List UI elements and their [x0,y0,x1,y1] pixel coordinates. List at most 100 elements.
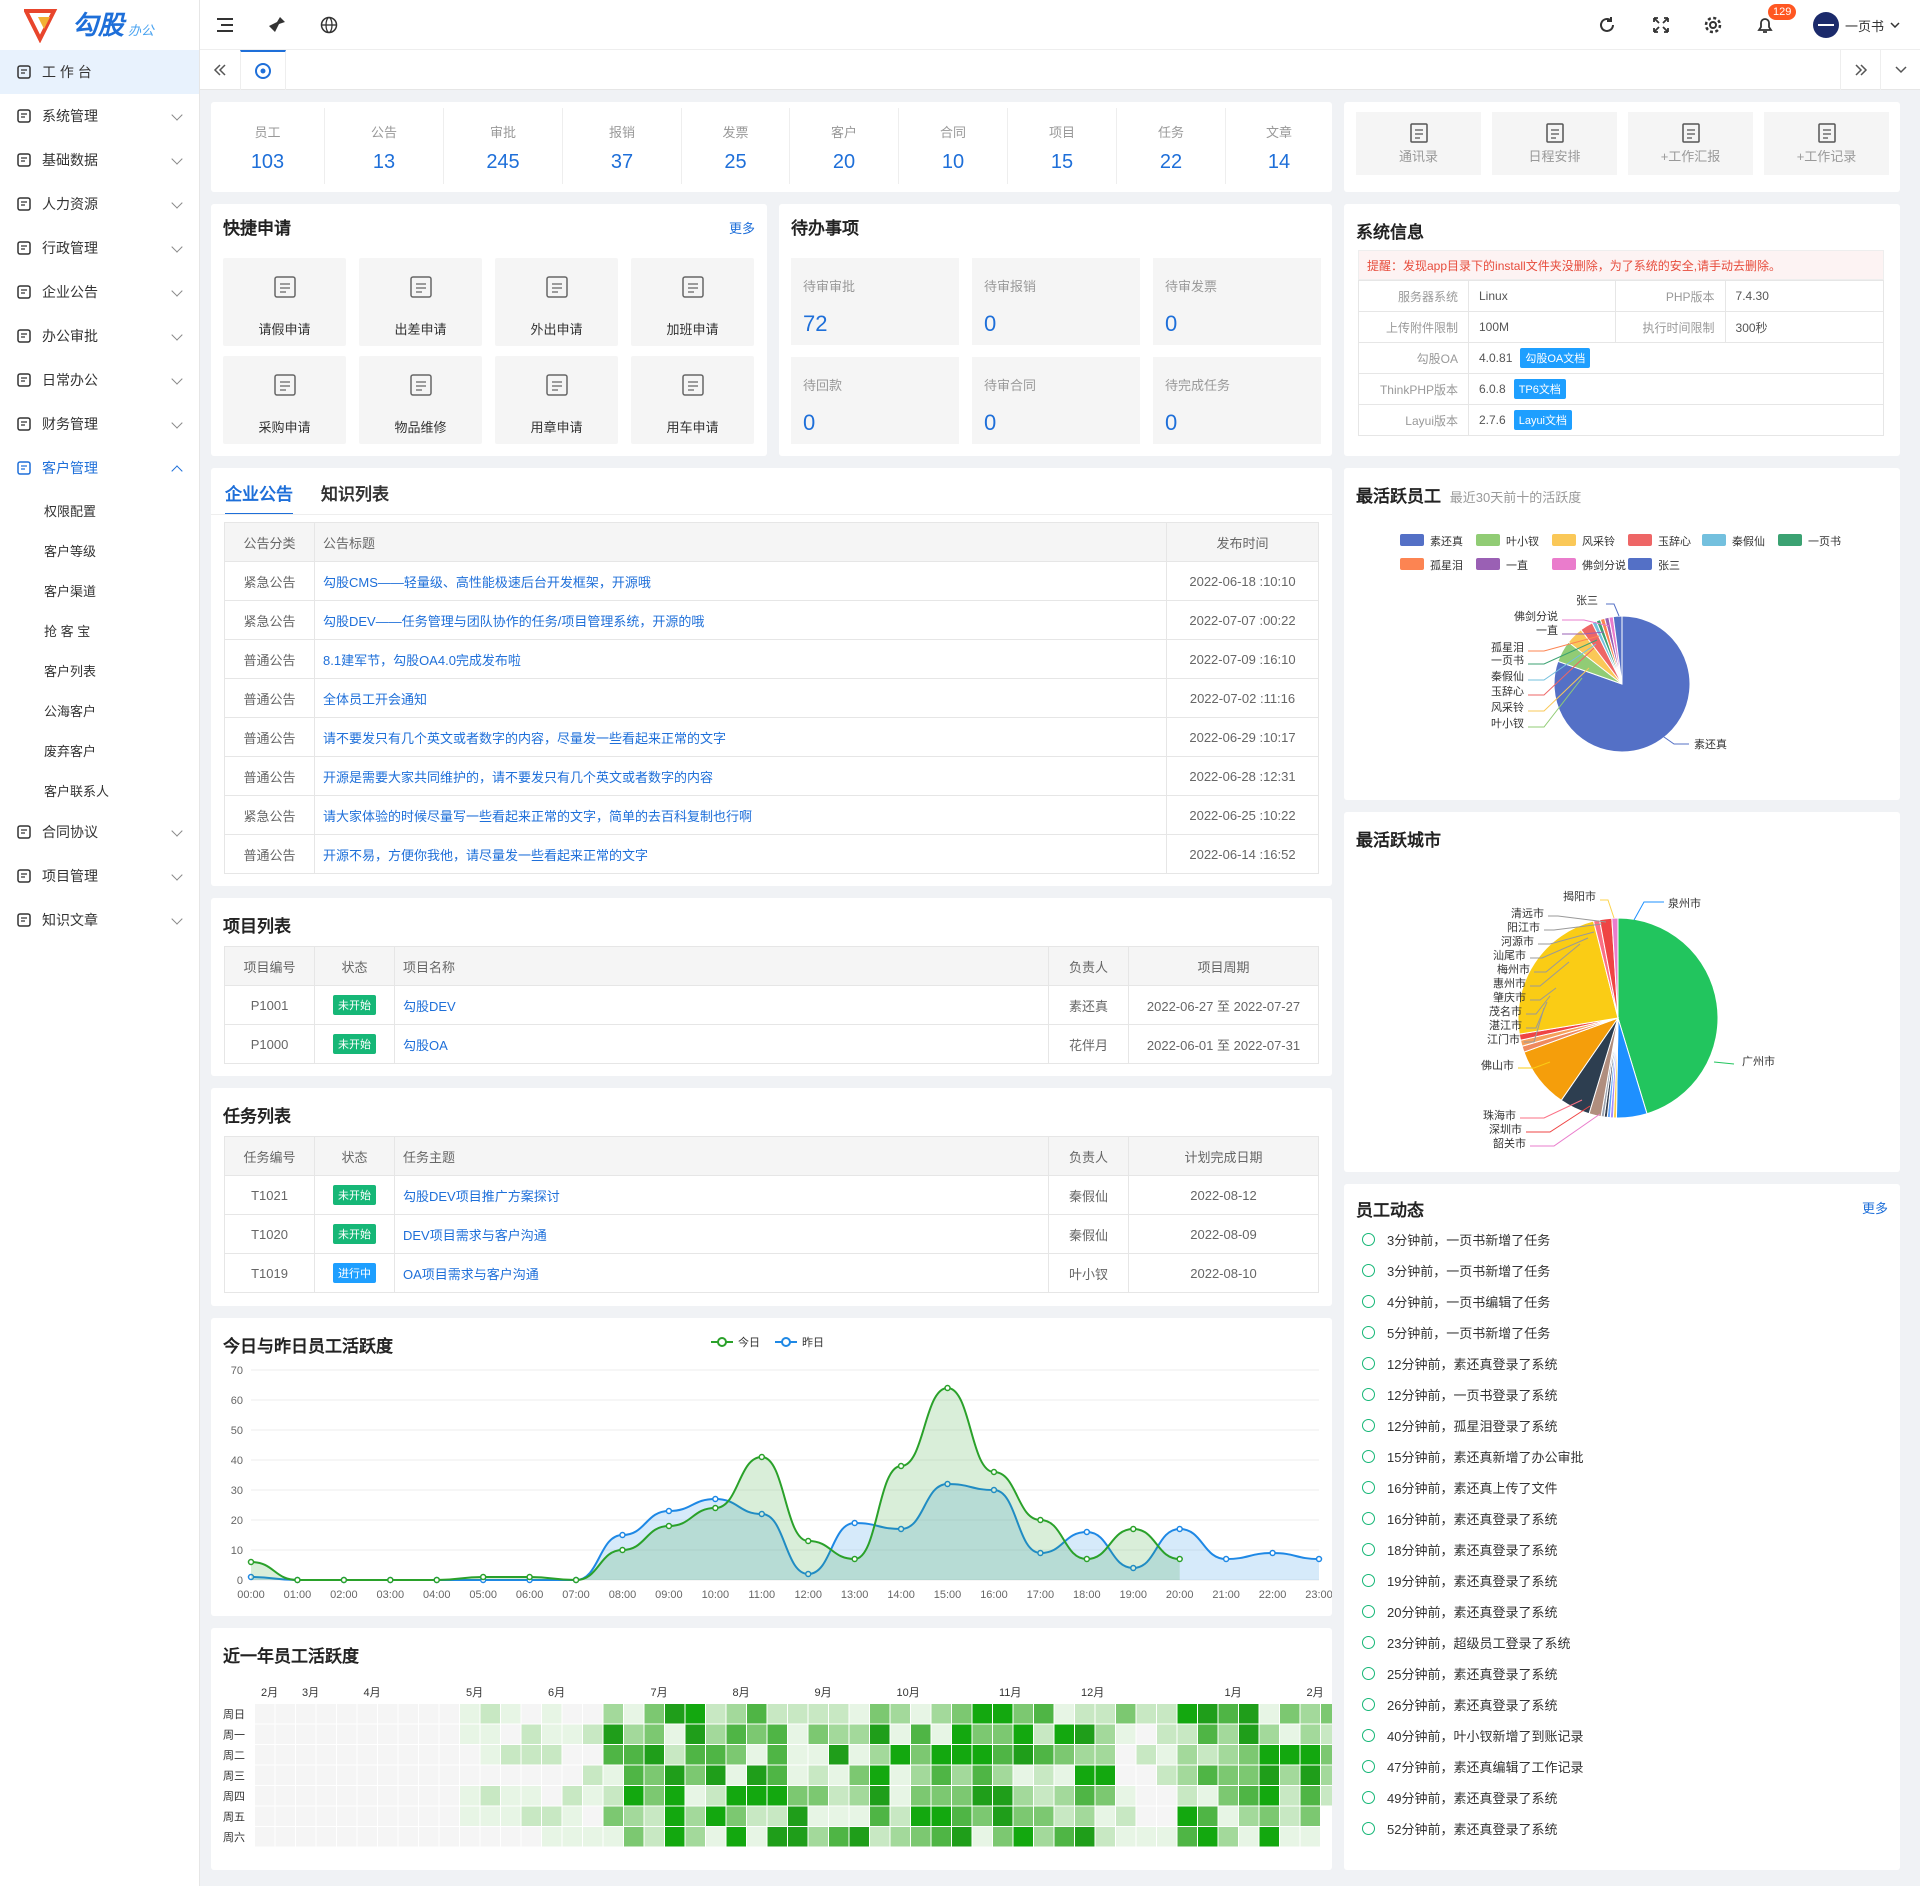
heatmap-cell[interactable] [993,1724,1013,1745]
heatmap-cell[interactable] [460,1765,480,1786]
heatmap-cell[interactable] [993,1806,1013,1827]
stat-6[interactable]: 合同 10 [899,108,1008,184]
series-point[interactable] [897,1462,905,1470]
heatmap-cell[interactable] [911,1765,931,1786]
series-point[interactable] [387,1576,394,1584]
heatmap-cell[interactable] [398,1806,419,1827]
heatmap-cell[interactable] [521,1827,542,1847]
heatmap-cell[interactable] [1280,1704,1300,1724]
legend-label[interactable]: 素还真 [1430,534,1463,548]
heatmap-cell[interactable] [644,1724,665,1745]
heatmap-cell[interactable] [357,1745,378,1765]
heatmap-cell[interactable] [1157,1827,1177,1847]
legend-swatch[interactable] [1702,534,1726,546]
heatmap-cell[interactable] [685,1827,706,1847]
heatmap-cell[interactable] [972,1724,993,1745]
doc-link-tag[interactable]: 勾股OA文档 [1520,348,1591,368]
heatmap-cell[interactable] [1239,1704,1259,1724]
heatmap-cell[interactable] [1280,1806,1300,1827]
heatmap-cell[interactable] [726,1806,747,1827]
tool-button-1[interactable]: 日程安排 [1492,112,1617,175]
heatmap-cell[interactable] [1095,1765,1116,1786]
heatmap-cell[interactable] [1177,1827,1198,1847]
heatmap-cell[interactable] [1259,1745,1280,1765]
heatmap-cell[interactable] [378,1765,398,1786]
heatmap-cell[interactable] [1034,1704,1054,1724]
heatmap-cell[interactable] [1259,1827,1280,1847]
heatmap-cell[interactable] [726,1745,747,1765]
quick-apply-0[interactable]: 请假申请 [223,258,346,346]
legend-swatch[interactable] [1400,558,1424,570]
heatmap-cell[interactable] [1280,1765,1300,1786]
heatmap-cell[interactable] [603,1724,624,1745]
sidebar-item-8[interactable]: 财务管理 [0,402,199,446]
heatmap-cell[interactable] [788,1745,808,1765]
legend-swatch[interactable] [1552,558,1576,570]
heatmap-cell[interactable] [583,1827,603,1847]
legend-label[interactable]: 风采铃 [1582,534,1615,548]
heatmap-cell[interactable] [1075,1806,1095,1827]
series-point[interactable] [1130,1564,1137,1572]
heatmap-cell[interactable] [931,1724,952,1745]
notice-title-link[interactable]: 全体员工开会通知 [314,678,1167,718]
heatmap-cell[interactable] [1034,1724,1054,1745]
heatmap-cell[interactable] [255,1827,275,1847]
heatmap-cell[interactable] [542,1786,562,1806]
sidebar-item-5[interactable]: 企业公告 [0,270,199,314]
heatmap-cell[interactable] [1218,1745,1239,1765]
heatmap-cell[interactable] [542,1827,562,1847]
heatmap-cell[interactable] [808,1806,829,1827]
heatmap-cell[interactable] [1136,1765,1157,1786]
heatmap-cell[interactable] [398,1765,419,1786]
globe-icon[interactable] [304,0,354,50]
heatmap-cell[interactable] [603,1827,624,1847]
heatmap-cell[interactable] [706,1724,726,1745]
heatmap-cell[interactable] [603,1704,624,1724]
heatmap-cell[interactable] [1280,1745,1300,1765]
heatmap-cell[interactable] [1198,1704,1218,1724]
pie-slice-0[interactable] [1617,917,1719,1115]
heatmap-cell[interactable] [378,1786,398,1806]
tab-scroll-right-icon[interactable] [1840,50,1880,90]
series-point[interactable] [665,1507,673,1515]
legend-label[interactable]: 一直 [1506,558,1528,572]
heatmap-cell[interactable] [501,1724,521,1745]
heatmap-cell[interactable] [1321,1765,1332,1786]
heatmap-cell[interactable] [952,1786,972,1806]
heatmap-cell[interactable] [644,1806,665,1827]
heatmap-cell[interactable] [685,1765,706,1786]
heatmap-cell[interactable] [316,1786,337,1806]
heatmap-cell[interactable] [1054,1786,1075,1806]
legend-swatch[interactable] [1400,534,1424,546]
heatmap-cell[interactable] [1300,1704,1321,1724]
heatmap-cell[interactable] [603,1806,624,1827]
heatmap-cell[interactable] [1177,1724,1198,1745]
heatmap-cell[interactable] [480,1724,501,1745]
heatmap-cell[interactable] [1095,1827,1116,1847]
heatmap-cell[interactable] [1116,1806,1136,1827]
submenu-item-4[interactable]: 客户列表 [44,663,97,679]
heatmap-cell[interactable] [378,1704,398,1724]
table-row[interactable]: 紧急公告 勾股CMS——轻量级、高性能极速后台开发框架，开源哦 2022-06-18… [224,561,1319,601]
submenu-item-1[interactable]: 客户等级 [44,543,97,559]
todo-item-5[interactable]: 待完成任务 0 [1153,357,1321,444]
heatmap-cell[interactable] [972,1765,993,1786]
heatmap-cell[interactable] [398,1724,419,1745]
heatmap-cell[interactable] [788,1724,808,1745]
heatmap-cell[interactable] [1198,1765,1218,1786]
heatmap-cell[interactable] [767,1724,788,1745]
heatmap-cell[interactable] [460,1704,480,1724]
heatmap-cell[interactable] [972,1786,993,1806]
heatmap-cell[interactable] [1218,1704,1239,1724]
legend-label[interactable]: 张三 [1658,559,1680,572]
heatmap-cell[interactable] [439,1827,460,1847]
heatmap-cell[interactable] [460,1806,480,1827]
stat-0[interactable]: 员工 103 [211,108,325,184]
heatmap-cell[interactable] [1300,1724,1321,1745]
heatmap-cell[interactable] [275,1765,296,1786]
heatmap-cell[interactable] [644,1827,665,1847]
heatmap-cell[interactable] [808,1827,829,1847]
heatmap-cell[interactable] [1177,1806,1198,1827]
heatmap-cell[interactable] [706,1827,726,1847]
legend-swatch[interactable] [1628,534,1652,546]
